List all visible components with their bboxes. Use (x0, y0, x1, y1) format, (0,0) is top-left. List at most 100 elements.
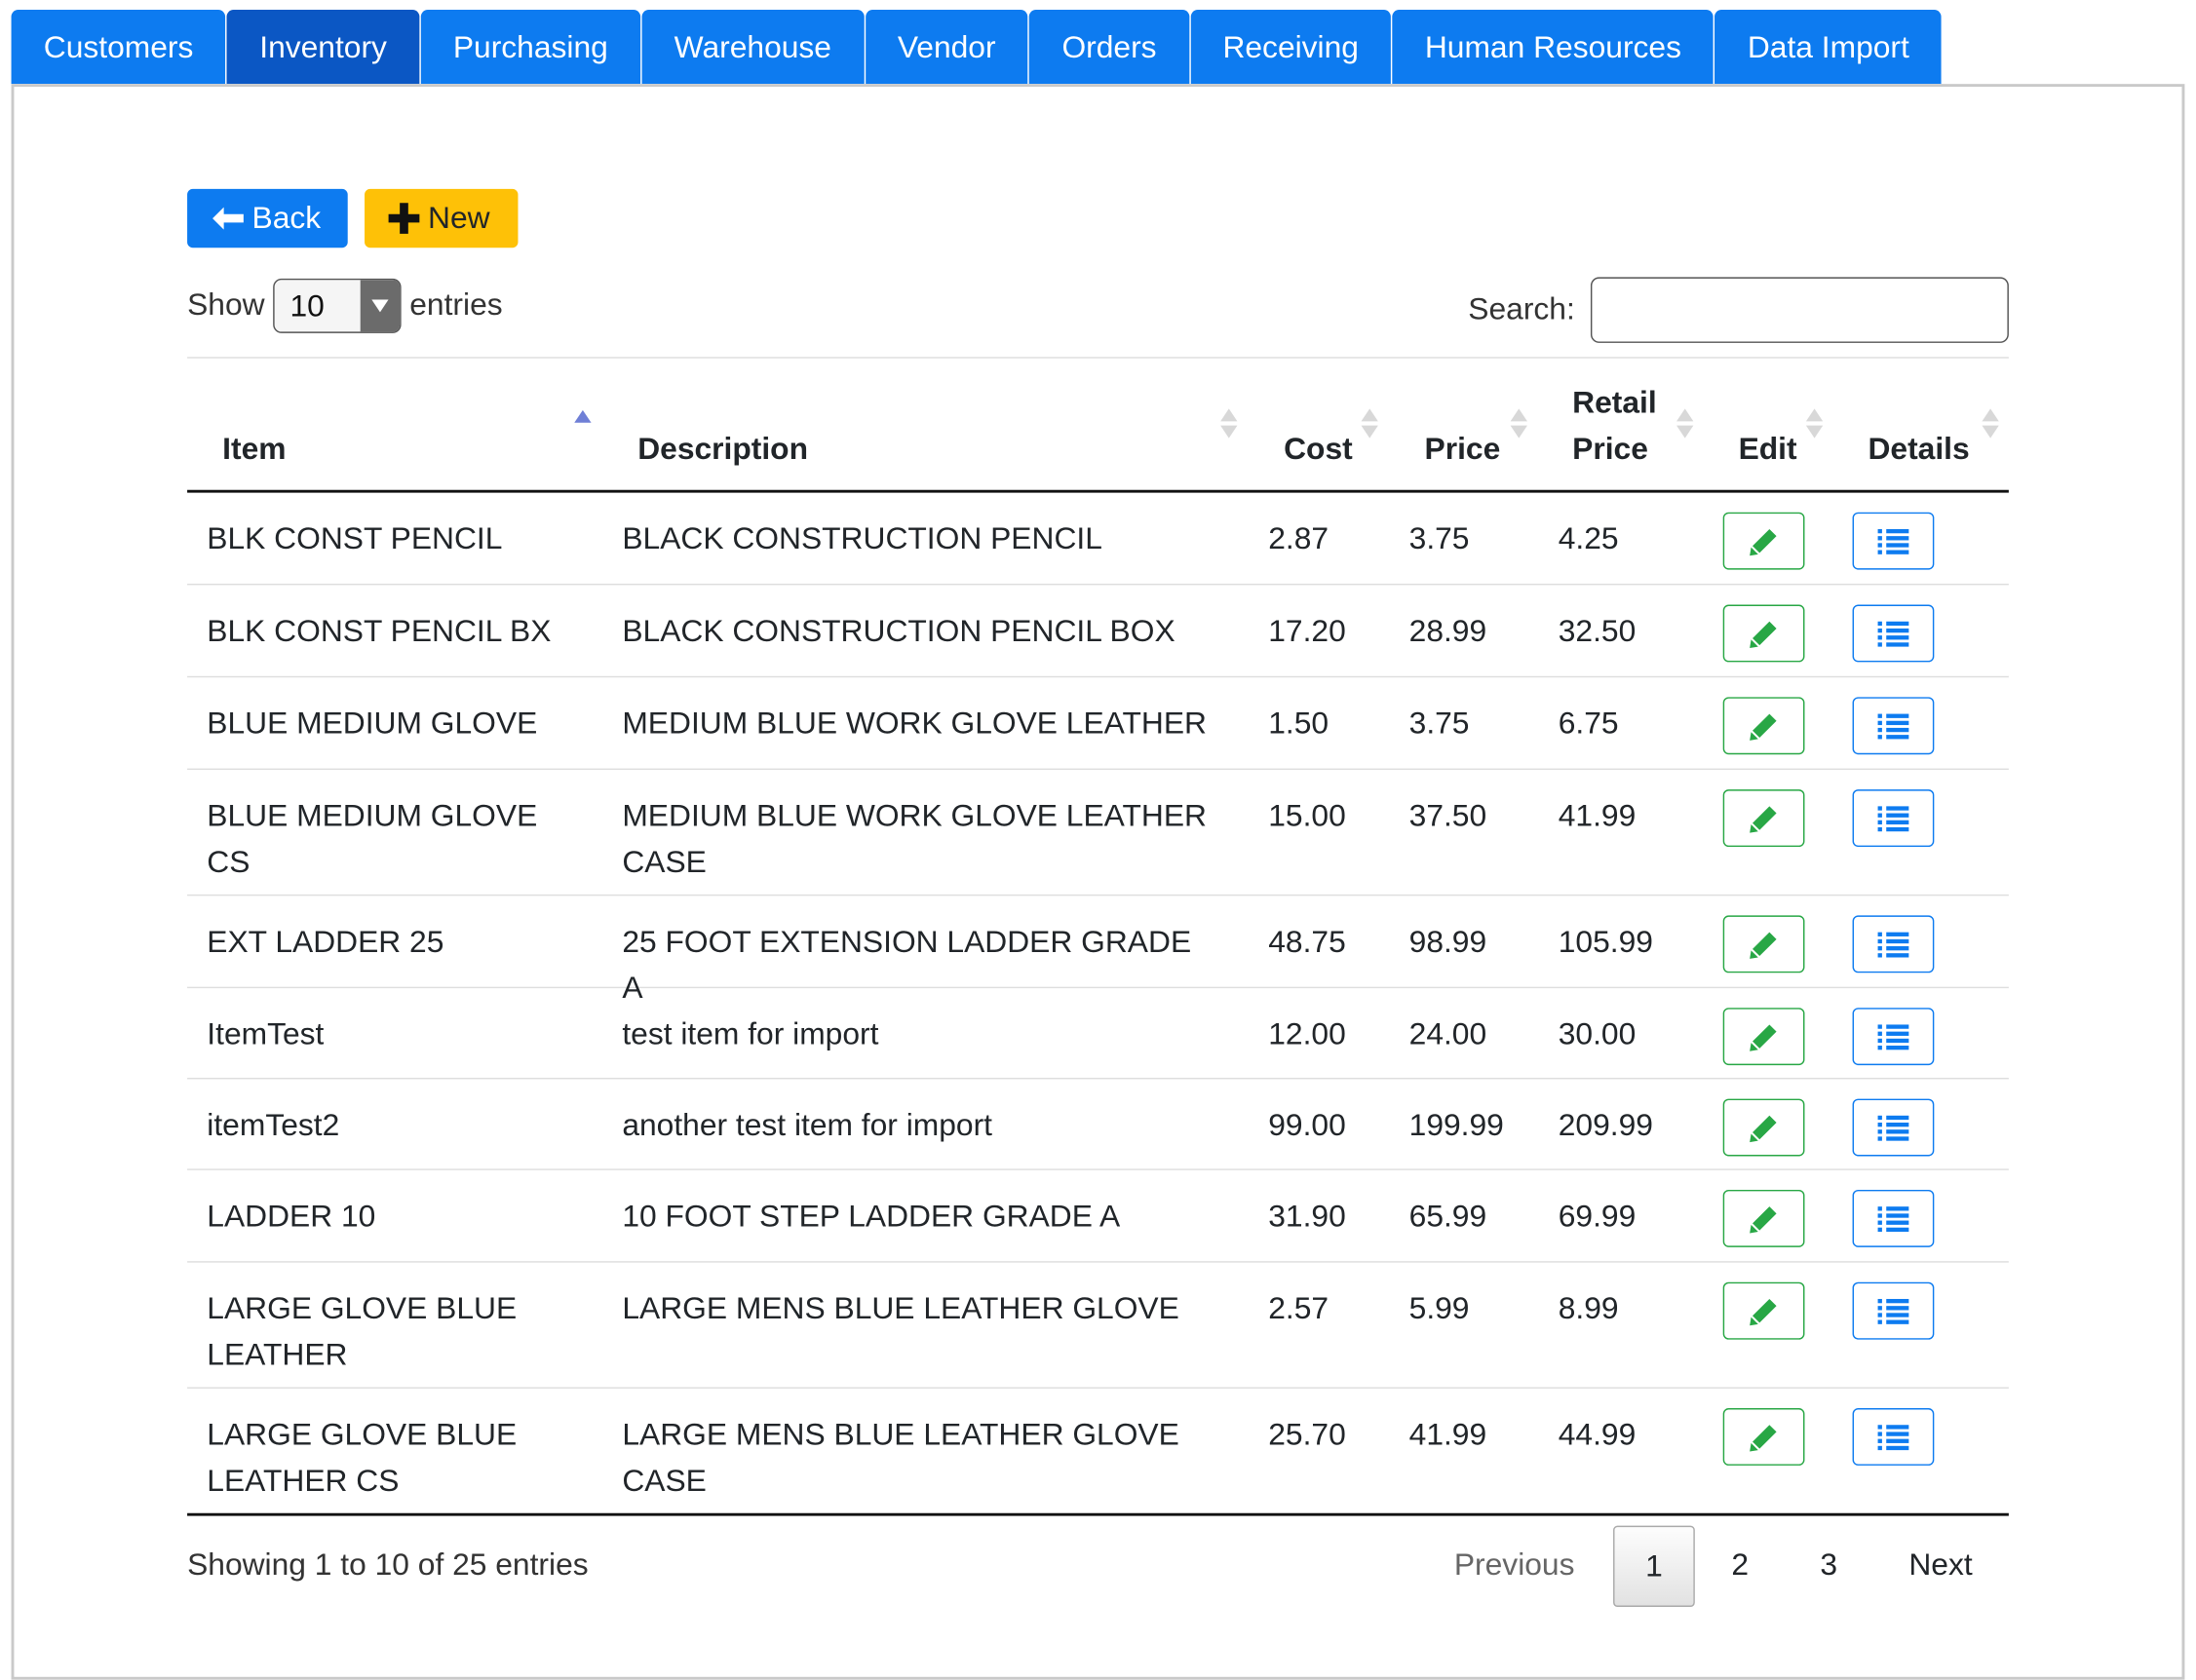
column-header-details[interactable]: Details (1868, 431, 1970, 467)
list-icon (1877, 805, 1909, 831)
entries-select-value: 10 (289, 287, 325, 324)
chevron-down-icon (360, 280, 401, 332)
edit-button[interactable] (1722, 1008, 1805, 1066)
edit-button[interactable] (1722, 1098, 1805, 1157)
edit-button[interactable] (1722, 1189, 1805, 1247)
details-button[interactable] (1852, 1189, 1935, 1247)
cell-price: 37.50 (1408, 797, 1487, 833)
cell-item: BLUE MEDIUM GLOVE (207, 705, 538, 741)
details-button[interactable] (1852, 1281, 1935, 1340)
table-row: BLUE MEDIUM GLOVE MEDIUM BLUE WORK GLOVE… (187, 677, 2009, 771)
new-button-label: New (428, 200, 490, 236)
pencil-icon (1750, 1023, 1777, 1051)
table-row: LARGE GLOVE BLUE LEATHER CS LARGE MENS B… (187, 1389, 2009, 1513)
cell-price: 199.99 (1408, 1107, 1504, 1143)
cell-cost: 2.87 (1268, 520, 1329, 556)
tab-customers[interactable]: Customers (11, 10, 226, 85)
new-button[interactable]: New (365, 188, 519, 248)
details-button[interactable] (1852, 789, 1935, 848)
column-header-cost[interactable]: Cost (1284, 431, 1353, 467)
cell-description: MEDIUM BLUE WORK GLOVE LEATHER (622, 705, 1207, 741)
cell-price: 3.75 (1408, 520, 1470, 556)
tab-receiving[interactable]: Receiving (1190, 10, 1392, 85)
column-header-retail-line1: Retail (1572, 385, 1657, 420)
pagination-previous[interactable]: Previous (1453, 1546, 1575, 1583)
column-header-description[interactable]: Description (637, 431, 809, 467)
column-header-edit[interactable]: Edit (1738, 431, 1797, 467)
tab-warehouse[interactable]: Warehouse (641, 10, 865, 85)
cell-cost: 48.75 (1268, 924, 1346, 959)
cell-description: 25 FOOT EXTENSION LADDER GRADE A (622, 924, 1192, 1006)
edit-button[interactable] (1722, 697, 1805, 755)
cell-cost: 1.50 (1268, 705, 1329, 741)
sort-both-icon (1510, 408, 1527, 439)
details-button[interactable] (1852, 697, 1935, 755)
pencil-icon (1750, 1205, 1777, 1233)
cell-retail-price: 4.25 (1558, 520, 1619, 556)
cell-price: 41.99 (1408, 1416, 1487, 1452)
cell-description: 10 FOOT STEP LADDER GRADE A (622, 1198, 1121, 1234)
pagination-page-1[interactable]: 1 (1613, 1525, 1695, 1607)
details-button[interactable] (1852, 604, 1935, 663)
cell-price: 98.99 (1408, 924, 1487, 959)
sort-both-icon (1982, 408, 1999, 439)
list-icon (1877, 1115, 1909, 1140)
details-button[interactable] (1852, 1408, 1935, 1466)
cell-retail-price: 69.99 (1558, 1198, 1637, 1234)
column-header-item[interactable]: Item (222, 431, 287, 467)
column-header-retail-price[interactable]: Retail Price (1572, 379, 1657, 472)
cell-item: BLK CONST PENCIL BX (207, 613, 552, 649)
cell-price: 5.99 (1408, 1290, 1470, 1326)
search-input[interactable] (1590, 277, 2009, 343)
main-nav-tabs: Customers Inventory Purchasing Warehouse… (11, 10, 1944, 85)
list-icon (1877, 528, 1909, 554)
pagination-next[interactable]: Next (1908, 1546, 1973, 1583)
edit-button[interactable] (1722, 604, 1805, 663)
table-footer-rule (187, 1512, 2009, 1516)
details-button[interactable] (1852, 1098, 1935, 1157)
tab-data-import[interactable]: Data Import (1714, 10, 1943, 85)
list-icon (1877, 1424, 1909, 1450)
sort-both-icon (1805, 408, 1824, 439)
tab-purchasing[interactable]: Purchasing (420, 10, 641, 85)
content-panel (11, 84, 2185, 1680)
show-label: Show (187, 286, 265, 323)
cell-item: itemTest2 (207, 1107, 340, 1143)
tab-inventory[interactable]: Inventory (227, 10, 420, 85)
entries-select[interactable]: 10 (273, 278, 402, 333)
arrow-left-icon (212, 207, 244, 230)
tab-vendor[interactable]: Vendor (865, 10, 1028, 85)
table-row: EXT LADDER 25 25 FOOT EXTENSION LADDER G… (187, 896, 2009, 1005)
search-label: Search: (1468, 290, 1575, 326)
tab-human-resources[interactable]: Human Resources (1392, 10, 1714, 85)
edit-button[interactable] (1722, 512, 1805, 570)
cell-item: EXT LADDER 25 (207, 924, 444, 959)
edit-button[interactable] (1722, 1281, 1805, 1340)
edit-button[interactable] (1722, 789, 1805, 848)
sort-both-icon (1220, 408, 1238, 439)
plus-icon (388, 203, 420, 234)
column-header-price[interactable]: Price (1424, 431, 1501, 467)
cell-price: 28.99 (1408, 613, 1487, 649)
pagination-page-3[interactable]: 3 (1820, 1546, 1838, 1583)
divider (187, 357, 2009, 359)
cell-retail-price: 8.99 (1558, 1290, 1619, 1326)
edit-button[interactable] (1722, 915, 1805, 974)
table-row: BLUE MEDIUM GLOVE CS MEDIUM BLUE WORK GL… (187, 770, 2009, 897)
pagination-page-2[interactable]: 2 (1731, 1546, 1750, 1583)
table-row: LARGE GLOVE BLUE LEATHER LARGE MENS BLUE… (187, 1263, 2009, 1389)
details-button[interactable] (1852, 915, 1935, 974)
tab-orders[interactable]: Orders (1029, 10, 1189, 85)
details-button[interactable] (1852, 1008, 1935, 1066)
table-header-rule (187, 489, 2009, 493)
list-icon (1877, 712, 1909, 739)
pencil-icon (1750, 621, 1777, 648)
back-button[interactable]: Back (187, 188, 348, 248)
cell-retail-price: 41.99 (1558, 797, 1637, 833)
back-button-label: Back (251, 200, 322, 236)
edit-button[interactable] (1722, 1408, 1805, 1466)
details-button[interactable] (1852, 512, 1935, 570)
column-header-retail-line2: Price (1572, 431, 1648, 467)
list-icon (1877, 1298, 1909, 1324)
